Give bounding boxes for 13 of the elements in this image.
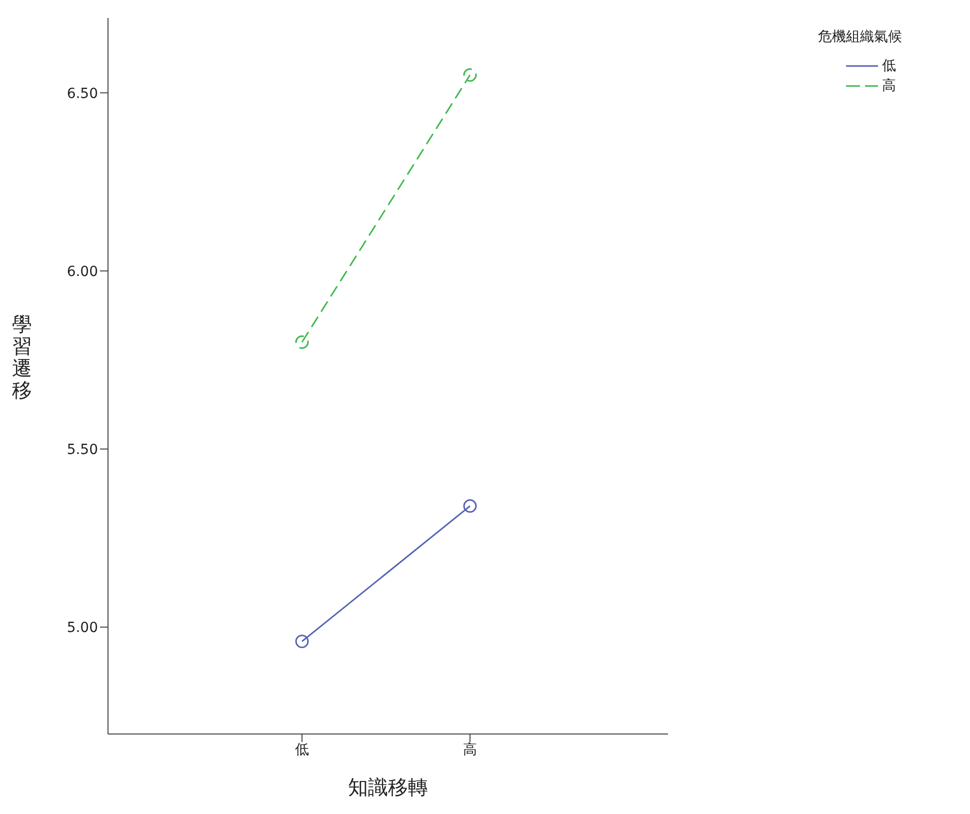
point — [295, 634, 309, 648]
legend-label: 低 — [882, 57, 896, 75]
point — [463, 499, 477, 513]
y-tick-label: 5.00 — [66, 620, 98, 636]
y-tick-label: 6.50 — [66, 86, 98, 102]
legend-title: 危機組織氣候 — [818, 28, 903, 46]
y-tick-label: 5.50 — [66, 442, 98, 458]
point — [463, 68, 477, 82]
y-tick-label: 6.00 — [66, 264, 98, 280]
y-axis-title: 學習遷移 — [11, 312, 33, 402]
x-axis-title: 知識移轉 — [348, 775, 428, 799]
point — [295, 335, 309, 349]
legend-label: 高 — [882, 77, 896, 95]
